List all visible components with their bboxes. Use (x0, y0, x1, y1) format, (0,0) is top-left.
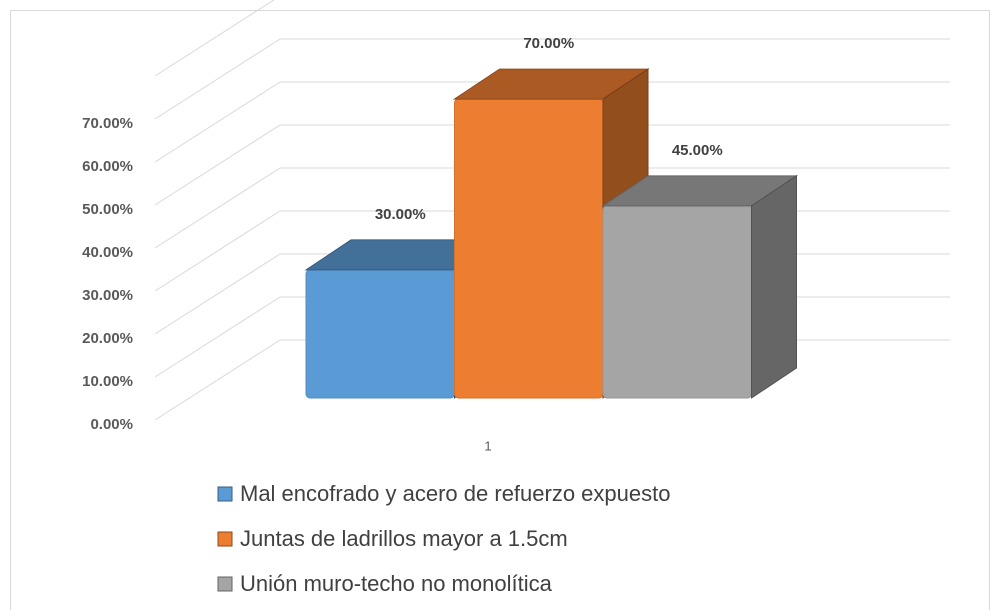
y-tick-label: 70.00% (82, 115, 133, 132)
data-label: 45.00% (672, 142, 723, 159)
bar-front (602, 205, 752, 399)
y-tick-label: 30.00% (82, 287, 133, 304)
grid-line (154, 81, 281, 163)
y-tick-label: 40.00% (82, 244, 133, 261)
legend-swatch (217, 576, 233, 592)
legend-label: Mal encofrado y acero de refuerzo expues… (240, 481, 670, 506)
bar-side (751, 174, 797, 399)
grid-line (154, 296, 281, 378)
legend-swatch (217, 486, 233, 502)
y-tick-label: 0.00% (90, 416, 133, 433)
chart-frame (10, 10, 990, 610)
wall-top (154, 0, 275, 77)
grid-line (154, 253, 281, 335)
data-label: 70.00% (523, 35, 574, 52)
y-tick-label: 20.00% (82, 330, 133, 347)
bar (601, 174, 799, 399)
y-tick-label: 50.00% (82, 201, 133, 218)
grid-line (154, 38, 281, 120)
bar-front (454, 98, 604, 399)
grid-line (154, 210, 281, 292)
legend-label: Juntas de ladrillos mayor a 1.5cm (240, 526, 568, 551)
legend-label: Unión muro-techo no monolítica (240, 571, 553, 596)
grid-line (154, 167, 281, 249)
y-tick-label: 60.00% (82, 158, 133, 175)
data-label: 30.00% (375, 206, 426, 223)
y-tick-label: 10.00% (82, 373, 133, 390)
legend-swatch (217, 531, 233, 547)
grid-line (154, 339, 281, 421)
grid-line (154, 124, 281, 206)
bar-front (305, 269, 455, 399)
x-tick-label: 1 (484, 438, 491, 453)
